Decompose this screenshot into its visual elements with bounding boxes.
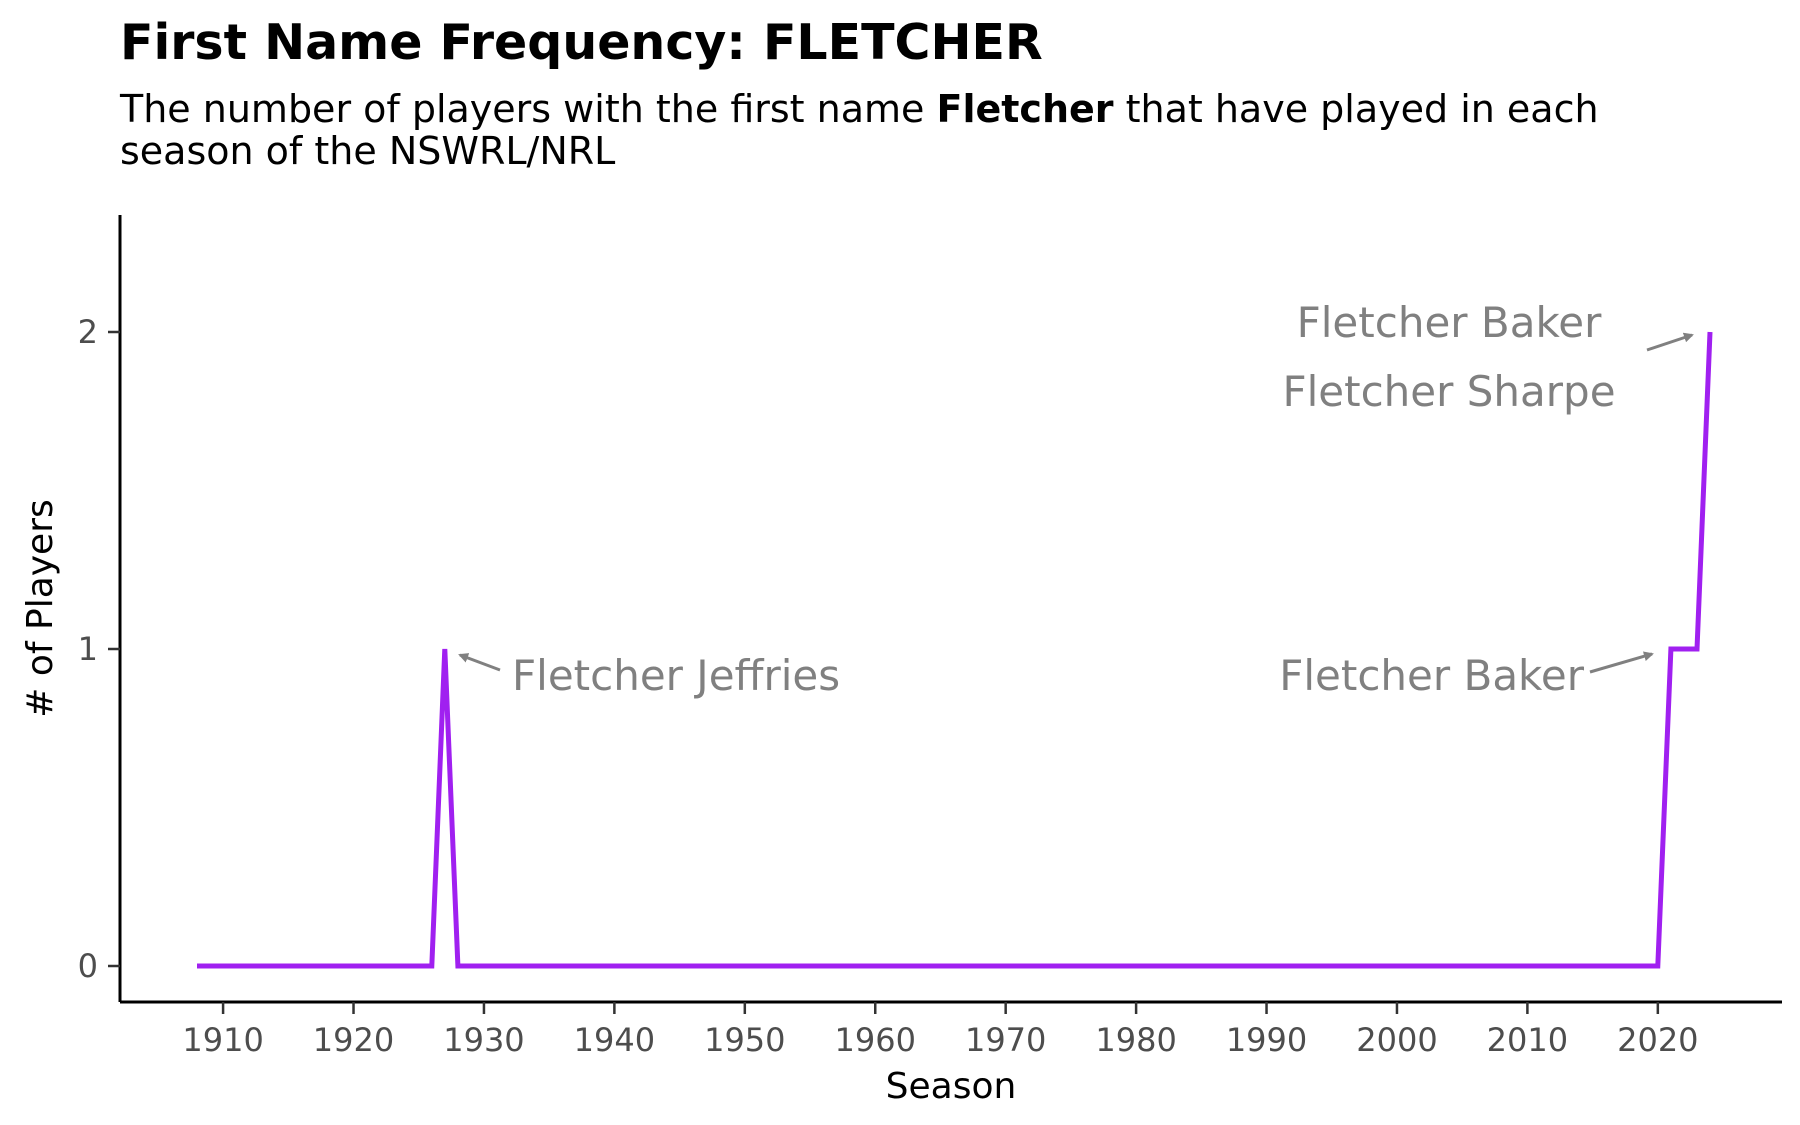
subtitle-highlight-name: Fletcher bbox=[936, 87, 1114, 131]
x-tick-label: 2000 bbox=[1356, 1021, 1437, 1059]
y-tick-label: 0 bbox=[78, 947, 98, 985]
annotation-line: Fletcher Sharpe bbox=[1282, 367, 1615, 416]
axes: 0 1 2 1910 1920 1930 1940 1950 1960 1970 1980 1990 2… bbox=[78, 215, 1782, 1059]
annotation-label: Fletcher Baker Fletcher Sharpe bbox=[1282, 298, 1615, 416]
x-tick-label: 1960 bbox=[835, 1021, 916, 1059]
chart-subtitle: The number of players with the first nam… bbox=[120, 88, 1740, 172]
y-tick-label: 1 bbox=[78, 630, 98, 668]
x-tick-label: 1930 bbox=[443, 1021, 524, 1059]
annotation-label: Fletcher Jeffries bbox=[512, 651, 840, 700]
x-tick-label: 1980 bbox=[1095, 1021, 1176, 1059]
annotation-line: Fletcher Jeffries bbox=[512, 651, 840, 700]
annotation-arrow bbox=[1589, 651, 1654, 674]
y-axis-title: # of Players bbox=[20, 499, 61, 718]
x-tick-label: 1920 bbox=[313, 1021, 394, 1059]
x-tick-label: 2020 bbox=[1617, 1021, 1698, 1059]
annotation-arrow bbox=[458, 653, 501, 672]
x-tick-label: 1940 bbox=[574, 1021, 655, 1059]
x-tick-label: 1950 bbox=[704, 1021, 785, 1059]
chart-title: First Name Frequency: FLETCHER bbox=[120, 14, 1043, 71]
annotations: Fletcher Jeffries Fletcher BakerFletcher … bbox=[458, 298, 1694, 700]
x-tick-label: 1970 bbox=[965, 1021, 1046, 1059]
series-line bbox=[197, 331, 1713, 969]
x-tick-label: 1990 bbox=[1226, 1021, 1307, 1059]
x-axis-title: Season bbox=[886, 1066, 1017, 1107]
annotation-label: Fletcher Baker bbox=[1279, 651, 1585, 700]
x-tick-label: 1910 bbox=[182, 1021, 263, 1059]
annotation-arrow bbox=[1646, 332, 1694, 352]
x-tick-label: 2010 bbox=[1487, 1021, 1568, 1059]
plot-area bbox=[197, 331, 1713, 969]
subtitle-text-start: The number of players with the first nam… bbox=[120, 87, 937, 131]
subtitle-text-end: that have played in each season of the N… bbox=[120, 87, 1599, 173]
y-tick-label: 2 bbox=[78, 313, 98, 351]
annotation-line: Fletcher Baker bbox=[1297, 298, 1603, 347]
annotation-line: Fletcher Baker bbox=[1279, 651, 1585, 700]
